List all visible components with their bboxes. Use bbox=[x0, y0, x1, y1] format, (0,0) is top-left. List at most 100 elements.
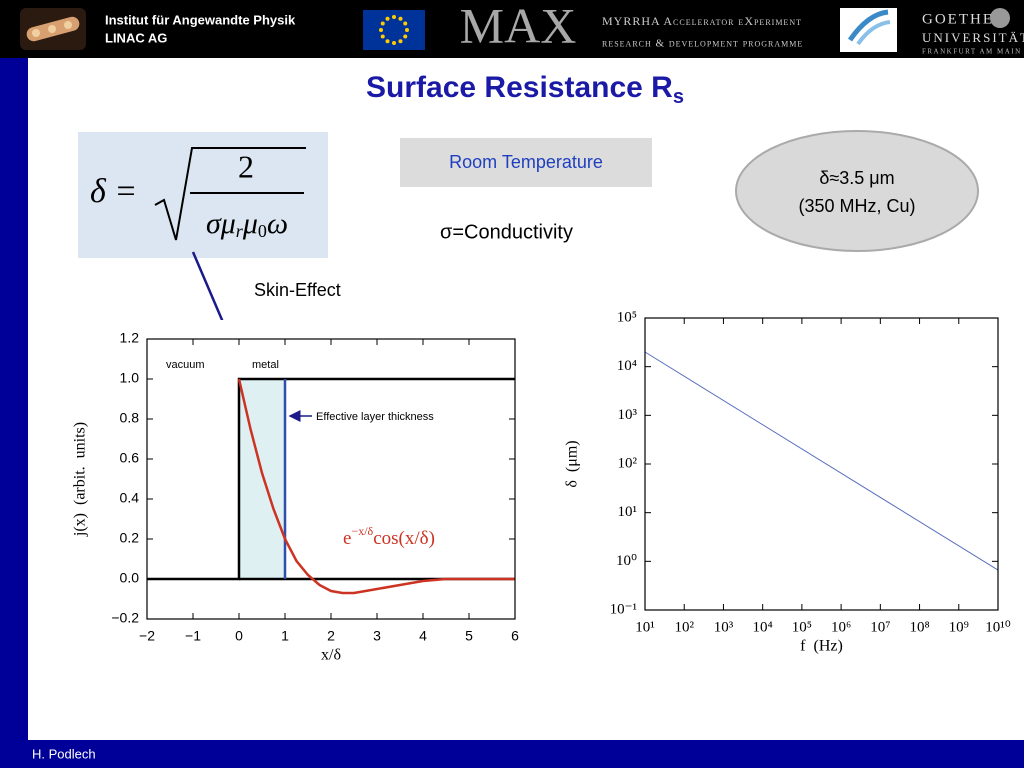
x-tick-label: 10⁸ bbox=[909, 619, 929, 635]
y-tick-label: 1.2 bbox=[120, 330, 140, 346]
x-tick-label: 4 bbox=[419, 628, 427, 644]
goethe-portrait bbox=[990, 8, 1010, 28]
title-text: Surface Resistance R bbox=[366, 71, 673, 104]
x-tick-label: −1 bbox=[185, 628, 201, 644]
annotation: Effective layer thickness bbox=[316, 411, 434, 423]
annotation: vacuum bbox=[166, 359, 205, 371]
x-tick-label: 0 bbox=[235, 628, 243, 644]
formula-lhs: δ = bbox=[90, 173, 137, 210]
eu-flag bbox=[363, 10, 425, 50]
y-tick-label: 10⁵ bbox=[617, 309, 637, 325]
x-tick-label: 5 bbox=[465, 628, 473, 644]
chart-background bbox=[598, 298, 1024, 668]
y-tick-label: 1.0 bbox=[120, 370, 140, 386]
x-tick-label: 10⁵ bbox=[792, 619, 812, 635]
title-subscript: s bbox=[673, 86, 684, 108]
x-tick-label: 10³ bbox=[714, 619, 734, 635]
university: FRANKFURT AM MAIN bbox=[922, 48, 1022, 56]
note-ellipse bbox=[735, 130, 979, 252]
institute: Institut für Angewandte Physik bbox=[105, 12, 296, 27]
y-tick-label: 0.0 bbox=[120, 570, 140, 586]
conductivity: σ=Conductivity bbox=[440, 221, 573, 243]
institute: LINAC AG bbox=[105, 30, 167, 45]
plot-frame bbox=[146, 338, 516, 620]
x-axis-label: x/δ bbox=[321, 647, 341, 664]
annotation: metal bbox=[252, 359, 279, 371]
sqrt-sign bbox=[154, 147, 306, 241]
x-tick-label: −2 bbox=[139, 628, 155, 644]
denominator-part: σμ bbox=[206, 207, 236, 240]
x-tick-label: 10⁴ bbox=[753, 619, 773, 635]
x-tick-label: 2 bbox=[327, 628, 335, 644]
left-strip bbox=[0, 58, 28, 740]
star bbox=[403, 34, 408, 39]
star bbox=[385, 16, 390, 21]
curve-label-part: e bbox=[343, 528, 351, 549]
star bbox=[403, 21, 408, 26]
curve-label-part: cos(x/δ) bbox=[373, 528, 435, 549]
x-tick-label: 10⁷ bbox=[870, 619, 890, 635]
curve-label: e−x/δcos(x/δ) bbox=[343, 524, 435, 550]
x-tick-label: 1 bbox=[281, 628, 289, 644]
footer-bar bbox=[0, 740, 1024, 768]
star bbox=[380, 34, 385, 39]
x-axis-label: f (Hz) bbox=[800, 638, 843, 655]
formula-box bbox=[78, 132, 328, 258]
charts: −2 −1 0 1 2 3 4 5 6 −0.2 0.0 0.2 0.4 0.6 0.8 1.0 1.2 x/δ j… bbox=[72, 298, 1024, 668]
star bbox=[398, 39, 403, 44]
fp7-logo bbox=[840, 8, 897, 52]
x-tick-label: 10¹ bbox=[635, 619, 655, 635]
y-tick-label: 10¹ bbox=[618, 504, 638, 520]
x-tick-label: 10⁹ bbox=[949, 619, 969, 635]
curve-label-exponent: −x/δ bbox=[351, 524, 373, 538]
x-tick-label: 6 bbox=[511, 628, 519, 644]
slide-title: Surface Resistance Rs bbox=[366, 71, 684, 108]
x-tick-label: 10¹⁰ bbox=[985, 619, 1011, 635]
y-tick-label: 0.8 bbox=[120, 410, 140, 426]
y-axis-label: j(x) (arbit. units) bbox=[72, 422, 89, 537]
denominator-part: μ bbox=[242, 207, 258, 240]
skin-effect: Skin-Effect bbox=[254, 280, 341, 300]
project-line: research & development programme bbox=[602, 38, 803, 50]
chart-background bbox=[75, 320, 525, 645]
star bbox=[392, 15, 396, 19]
star bbox=[392, 41, 396, 45]
x-tick-label: 10² bbox=[674, 619, 694, 635]
star bbox=[405, 28, 409, 32]
project-logo: MAX bbox=[460, 0, 577, 53]
project-line: MYRRHA Accelerator eXperiment bbox=[602, 14, 802, 28]
star bbox=[380, 21, 385, 26]
y-tick-label: 10⁰ bbox=[616, 553, 637, 569]
denominator-subscript: r bbox=[236, 221, 244, 241]
y-tick-label: 10⁻¹ bbox=[610, 601, 637, 617]
star bbox=[398, 16, 403, 21]
footer-author: H. Podlech bbox=[32, 746, 96, 761]
x-tick-label: 3 bbox=[373, 628, 381, 644]
university: UNIVERSITÄT bbox=[922, 30, 1024, 45]
y-tick-label: 0.6 bbox=[120, 450, 140, 466]
denominator-part: ω bbox=[267, 207, 288, 240]
star bbox=[385, 39, 390, 44]
y-tick-label: 0.4 bbox=[120, 490, 140, 506]
room-temperature: Room Temperature bbox=[449, 152, 603, 172]
plot-frame bbox=[644, 317, 999, 611]
series-line bbox=[147, 377, 515, 581]
note-line: (350 MHz, Cu) bbox=[798, 196, 915, 216]
y-tick-label: 10² bbox=[618, 455, 638, 471]
linac-logo bbox=[20, 8, 86, 50]
y-tick-label: −0.2 bbox=[111, 610, 139, 626]
denominator-subscript: 0 bbox=[258, 221, 267, 241]
formula-numerator: 2 bbox=[238, 148, 254, 184]
star bbox=[379, 28, 383, 32]
formula-denominator: σμrμ0ω bbox=[206, 207, 288, 241]
x-tick-label: 10⁶ bbox=[831, 619, 851, 635]
y-tick-label: 0.2 bbox=[120, 530, 140, 546]
y-tick-label: 10³ bbox=[618, 407, 638, 423]
series-line bbox=[644, 351, 999, 571]
y-tick-label: 10⁴ bbox=[617, 358, 637, 374]
series-line bbox=[237, 378, 515, 595]
y-axis-label: δ (μm) bbox=[564, 440, 581, 487]
room-temperature-box bbox=[400, 138, 652, 187]
note-line: δ≈3.5 μm bbox=[819, 168, 894, 188]
